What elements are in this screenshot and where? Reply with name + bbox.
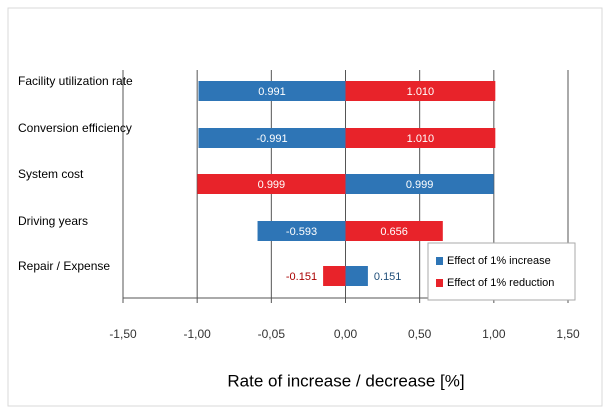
x-tick-label: -1,50 xyxy=(109,327,137,341)
bar xyxy=(345,128,496,148)
bar xyxy=(345,81,496,101)
value-label: -0.593 xyxy=(286,226,317,238)
legend-swatch xyxy=(436,279,443,287)
bar xyxy=(198,81,346,101)
category-label: Repair / Expense xyxy=(18,259,110,273)
bar xyxy=(345,266,368,286)
value-label: -0.991 xyxy=(256,133,287,145)
value-label: 0.991 xyxy=(258,86,286,98)
bar xyxy=(323,266,346,286)
category-label: Facility utilization rate xyxy=(18,74,133,88)
legend-label: Effect of 1% increase xyxy=(447,255,551,267)
x-tick-label: 0,00 xyxy=(334,327,358,341)
value-label: 1.010 xyxy=(407,133,435,145)
value-label: 1.010 xyxy=(407,86,435,98)
chart-frame xyxy=(7,7,603,407)
bar xyxy=(345,221,443,241)
legend-box xyxy=(427,242,576,301)
bar xyxy=(345,174,494,194)
x-axis-title: Rate of increase / decrease [%] xyxy=(227,371,464,390)
legend-label: Effect of 1% reduction xyxy=(447,277,554,289)
category-label: Conversion efficiency xyxy=(18,121,132,135)
x-tick-label: 1,00 xyxy=(482,327,506,341)
value-label: 0.656 xyxy=(380,226,408,238)
x-tick-label: 0,50 xyxy=(408,327,432,341)
value-label: 0.999 xyxy=(258,179,286,191)
x-tick-label: -1,00 xyxy=(183,327,211,341)
bar xyxy=(257,221,346,241)
category-label: Driving years xyxy=(18,214,88,228)
value-label: 0.999 xyxy=(406,179,434,191)
category-label: System cost xyxy=(18,167,84,181)
x-tick-label: 1,50 xyxy=(556,327,580,341)
x-tick-label: -0,05 xyxy=(258,327,286,341)
bar xyxy=(198,128,346,148)
value-label: 0.151 xyxy=(374,271,402,283)
value-label: -0.151 xyxy=(286,271,317,283)
legend-swatch xyxy=(436,257,443,265)
bar xyxy=(197,174,346,194)
